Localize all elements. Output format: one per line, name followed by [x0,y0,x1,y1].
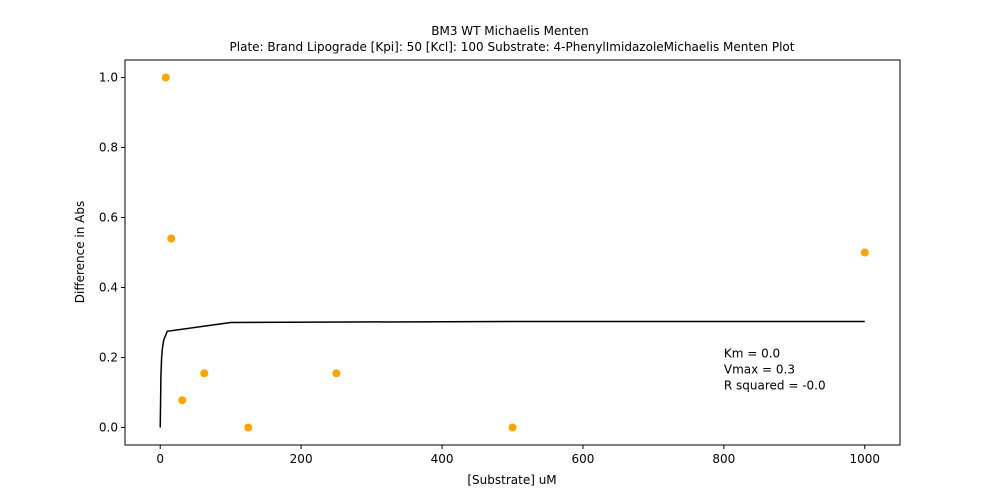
x-axis-ticks: 0 200 400 600 800 1000 [156,445,880,466]
x-tick-label: 1000 [849,452,880,466]
y-tick-label: 0.2 [99,351,118,365]
fit-line-layer [159,320,865,428]
y-tick-label: 0.4 [99,281,118,295]
fit-line [159,320,865,428]
x-tick-label: 800 [712,452,735,466]
data-point [244,423,253,432]
data-point [508,423,517,432]
fit-annotation: Km = 0.0 [724,347,780,361]
y-tick-label: 0.6 [99,211,118,225]
x-tick-label: 200 [290,452,313,466]
x-tick-label: 400 [431,452,454,466]
x-axis-label: [Substrate] uM [467,473,556,487]
plot-area-frame [124,59,901,446]
chart-subtitle: Plate: Brand Lipograde [Kpi]: 50 [Kcl]: … [230,40,795,54]
fit-annotation: R squared = -0.0 [724,379,826,393]
data-points-layer [161,73,869,432]
data-point [161,73,170,82]
fit-annotation: Vmax = 0.3 [724,363,795,377]
annotation-layer: Km = 0.0 Vmax = 0.3 R squared = -0.0 [724,347,826,393]
x-tick-label: 600 [572,452,595,466]
data-point [332,369,341,378]
data-point [167,234,176,243]
y-axis-ticks: 0.0 0.2 0.4 0.6 0.8 1.0 [99,71,125,435]
data-point [178,396,187,405]
y-tick-label: 0.8 [99,141,118,155]
x-tick-label: 0 [156,452,164,466]
y-tick-label: 1.0 [99,71,118,85]
y-tick-label: 0.0 [99,421,118,435]
y-axis-label: Difference in Abs [73,201,87,304]
data-point [860,248,869,257]
data-point [200,369,209,378]
chart-title: BM3 WT Michaelis Menten [431,24,588,38]
